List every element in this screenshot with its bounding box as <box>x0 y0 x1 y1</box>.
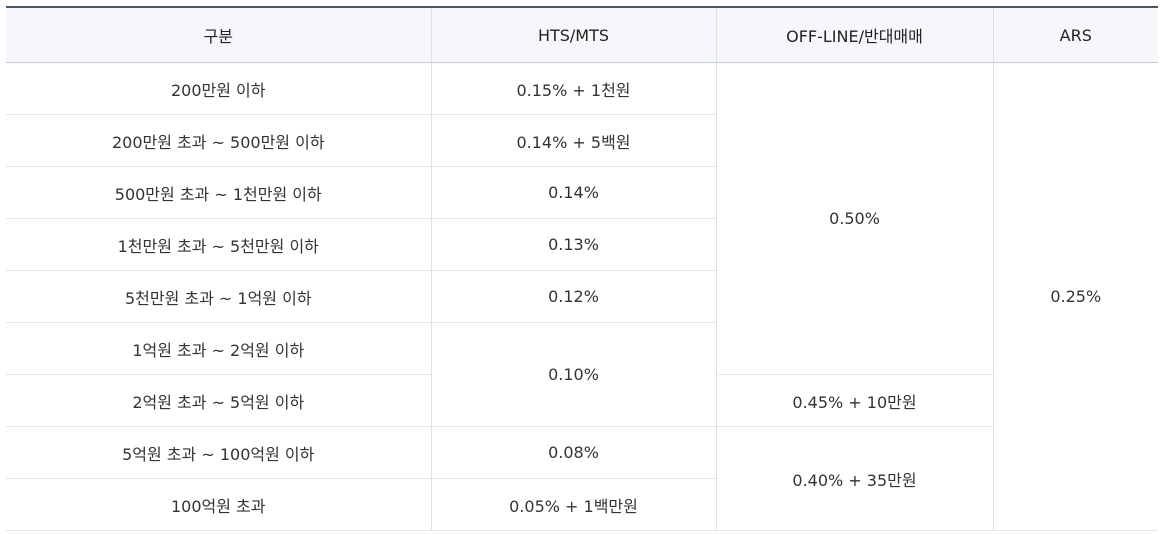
ars-fee-cell: 0.25% <box>992 62 1158 531</box>
offline-fee-cell: 0.50% <box>715 62 994 375</box>
table-row: 5억원 초과 ~ 100억원 이하 0.08% 0.40% + 35만원 <box>6 426 1158 531</box>
table-row: 2억원 초과 ~ 5억원 이하 0.45% + 10만원 <box>6 374 1158 427</box>
fee-table-container: 구분 HTS/MTS OFF-LINE/반대매매 ARS 200만원 이하 0.… <box>6 6 1158 531</box>
table-header: 구분 HTS/MTS OFF-LINE/반대매매 ARS <box>6 7 1158 63</box>
range-cell: 5억원 초과 ~ 100억원 이하 <box>6 426 432 479</box>
range-cell: 1천만원 초과 ~ 5천만원 이하 <box>6 218 432 271</box>
table-row: 100억원 초과 0.05% + 1백만원 <box>6 478 1158 531</box>
commission-fee-table: 구분 HTS/MTS OFF-LINE/반대매매 ARS 200만원 이하 0.… <box>6 6 1158 531</box>
range-cell: 5천만원 초과 ~ 1억원 이하 <box>6 270 432 323</box>
hts-fee-cell: 0.15% + 1천원 <box>430 62 717 115</box>
header-ars: ARS <box>992 7 1158 63</box>
header-hts-mts: HTS/MTS <box>430 7 717 63</box>
table-row: 200만원 이하 0.15% + 1천원 0.50% 0.25% <box>6 62 1158 531</box>
hts-fee-cell: 0.14% + 5백원 <box>430 114 716 167</box>
table-row: 1천만원 초과 ~ 5천만원 이하 0.13% <box>6 218 1158 271</box>
offline-fee-cell: 0.45% + 10만원 <box>715 374 993 427</box>
header-row: 구분 HTS/MTS OFF-LINE/반대매매 ARS <box>6 7 1158 63</box>
table-body: 200만원 이하 0.15% + 1천원 0.50% 0.25% 200만원 초… <box>6 62 1158 531</box>
hts-fee-cell: 0.05% + 1백만원 <box>430 478 716 531</box>
header-category: 구분 <box>6 7 432 63</box>
table-row: 1억원 초과 ~ 2억원 이하 0.10% <box>6 322 1158 427</box>
hts-fee-cell: 0.10% <box>430 322 716 427</box>
range-cell: 1억원 초과 ~ 2억원 이하 <box>6 322 432 375</box>
range-cell: 500만원 초과 ~ 1천만원 이하 <box>6 166 432 219</box>
range-cell: 100억원 초과 <box>6 478 432 531</box>
range-cell: 200만원 초과 ~ 500만원 이하 <box>6 114 432 167</box>
offline-fee-cell: 0.40% + 35만원 <box>715 426 993 531</box>
hts-fee-cell: 0.14% <box>430 166 716 219</box>
hts-fee-cell: 0.12% <box>430 270 716 323</box>
hts-fee-cell: 0.13% <box>430 218 716 271</box>
table-row: 5천만원 초과 ~ 1억원 이하 0.12% <box>6 270 1158 323</box>
table-row: 500만원 초과 ~ 1천만원 이하 0.14% <box>6 166 1158 219</box>
range-cell: 200만원 이하 <box>6 62 432 115</box>
hts-fee-cell: 0.08% <box>430 426 717 479</box>
range-cell: 2억원 초과 ~ 5억원 이하 <box>6 374 432 427</box>
header-offline: OFF-LINE/반대매매 <box>715 7 994 63</box>
table-row: 200만원 초과 ~ 500만원 이하 0.14% + 5백원 <box>6 114 1158 167</box>
